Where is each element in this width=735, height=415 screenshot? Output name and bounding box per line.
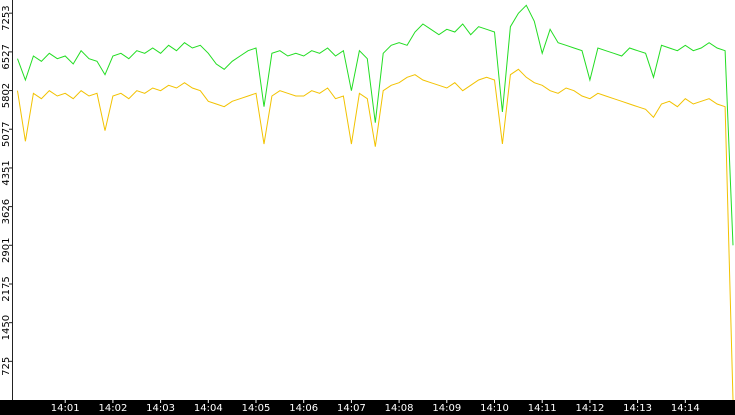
x-tick-label: 14:08 — [385, 403, 414, 414]
y-tick-label: 3626 — [1, 199, 12, 224]
y-tick-label: 4351 — [1, 160, 12, 185]
x-tick-label: 14:06 — [289, 403, 318, 414]
series-line — [17, 4, 734, 246]
x-tick-label: 14:11 — [528, 403, 557, 414]
y-tick-label: 725 — [1, 357, 12, 376]
x-tick-label: 14:03 — [146, 403, 175, 414]
y-tick-label: 6527 — [1, 44, 12, 69]
x-tick-label: 14:01 — [51, 403, 80, 414]
x-tick-label: 14:09 — [432, 403, 461, 414]
x-tick-label: 14:12 — [575, 403, 604, 414]
x-tick-label: 14:14 — [671, 403, 700, 414]
y-tick-label: 2901 — [1, 238, 12, 263]
x-tick-label: 14:13 — [623, 403, 652, 414]
x-tick-label: 14:07 — [337, 403, 366, 414]
y-tick-label: 7253 — [1, 5, 12, 30]
y-tick-label: 1450 — [1, 315, 12, 340]
series-line — [17, 68, 734, 401]
y-tick-label: 5077 — [1, 122, 12, 147]
x-axis-band — [0, 400, 735, 415]
y-tick-label: 5802 — [1, 83, 12, 108]
x-tick-label: 14:05 — [242, 403, 271, 414]
y-tick-label: 2175 — [1, 276, 12, 301]
x-tick-label: 14:02 — [98, 403, 127, 414]
x-tick-label: 14:04 — [194, 403, 223, 414]
x-tick-label: 14:10 — [480, 403, 509, 414]
